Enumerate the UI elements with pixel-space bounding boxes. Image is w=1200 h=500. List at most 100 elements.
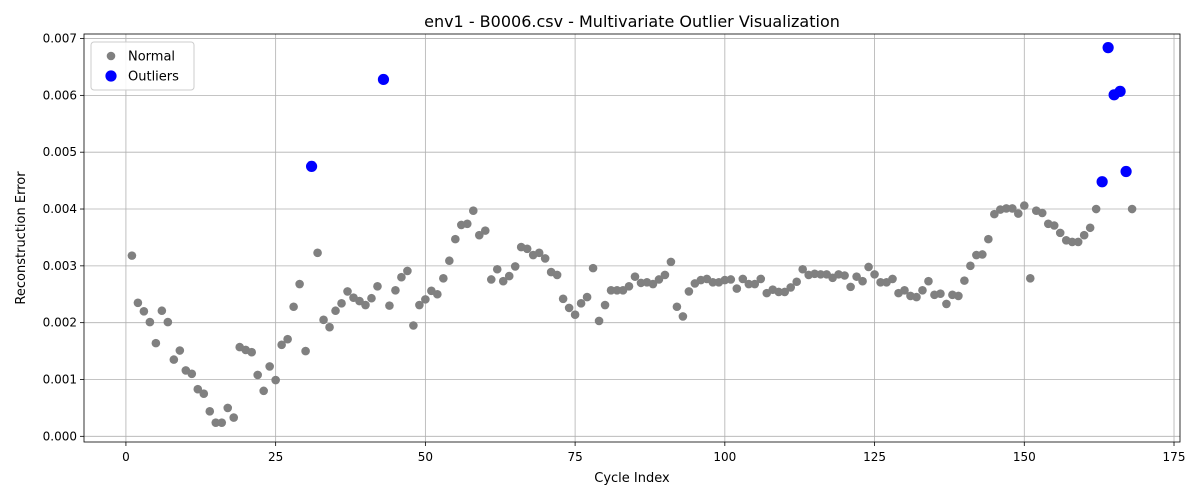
- normal-point: [385, 301, 394, 310]
- normal-point: [1091, 204, 1101, 214]
- normal-point: [570, 310, 580, 320]
- normal-point: [798, 264, 807, 274]
- y-tick-label: 0.004: [43, 202, 77, 216]
- normal-point: [193, 384, 203, 394]
- x-tick-label: 0: [122, 450, 130, 464]
- normal-point: [756, 274, 766, 284]
- legend: Normal Outliers: [90, 41, 195, 91]
- normal-point: [792, 277, 801, 287]
- legend-label: Outliers: [128, 70, 179, 85]
- normal-point: [564, 303, 574, 313]
- normal-point: [984, 234, 993, 244]
- x-tick-label: 25: [268, 450, 283, 464]
- normal-point: [846, 282, 855, 292]
- normal-point: [157, 306, 167, 316]
- normal-point: [367, 293, 376, 303]
- normal-point: [648, 279, 658, 289]
- normal-point: [876, 278, 885, 287]
- normal-point: [864, 262, 873, 272]
- normal-point: [954, 291, 963, 301]
- normal-point: [726, 275, 736, 284]
- normal-point: [127, 251, 137, 260]
- normal-point: [468, 206, 478, 216]
- normal-point: [1025, 274, 1035, 283]
- normal-point: [337, 299, 346, 308]
- x-tick-label: 150: [1013, 450, 1036, 464]
- outlier-point: [377, 73, 390, 86]
- normal-point: [582, 292, 592, 302]
- normal-point: [504, 271, 514, 281]
- normal-point: [139, 307, 149, 316]
- normal-point: [1127, 204, 1137, 214]
- normal-point: [672, 302, 682, 312]
- normal-point: [708, 278, 718, 287]
- outlier-point: [1114, 85, 1126, 97]
- x-tick-label: 75: [567, 450, 582, 464]
- normal-point: [888, 274, 897, 284]
- normal-point: [1073, 237, 1083, 247]
- normal-point: [187, 369, 197, 379]
- normal-point: [361, 300, 370, 310]
- legend-box: [90, 41, 195, 91]
- normal-point: [660, 270, 670, 280]
- normal-point: [474, 230, 484, 240]
- normal-point: [313, 248, 322, 258]
- normal-point: [169, 355, 179, 364]
- y-tick-label: 0.000: [43, 429, 77, 443]
- outlier-point: [1120, 165, 1132, 178]
- outlier-point: [305, 160, 318, 173]
- normal-point: [774, 287, 784, 297]
- normal-point: [540, 254, 550, 263]
- x-tick-label: 100: [713, 450, 736, 464]
- normal-point: [816, 270, 825, 279]
- chart-title: env1 - B0006.csv - Multivariate Outlier …: [424, 12, 840, 31]
- normal-point: [247, 347, 256, 357]
- normal-point: [415, 300, 424, 310]
- normal-point: [277, 340, 286, 350]
- normal-point: [534, 248, 544, 258]
- normal-point: [1019, 201, 1029, 210]
- normal-point: [498, 276, 508, 286]
- y-axis-label: Reconstruction Error: [14, 171, 29, 305]
- normal-point: [588, 263, 598, 273]
- legend-marker: [106, 51, 116, 61]
- normal-point: [600, 300, 610, 310]
- normal-point: [870, 270, 879, 279]
- normal-point: [1002, 204, 1011, 213]
- normal-point: [463, 219, 472, 229]
- normal-point: [433, 289, 442, 299]
- normal-point: [936, 289, 945, 298]
- normal-point: [295, 279, 304, 289]
- normal-point: [630, 272, 640, 281]
- normal-point: [151, 338, 161, 348]
- normal-point: [451, 234, 460, 244]
- normal-point: [289, 302, 298, 312]
- normal-point: [133, 298, 143, 308]
- outlier-point: [1096, 176, 1108, 188]
- normal-point: [265, 362, 274, 371]
- y-tick-label: 0.001: [43, 372, 77, 386]
- y-tick-label: 0.006: [43, 88, 77, 102]
- normal-point: [780, 287, 790, 297]
- normal-point: [978, 250, 987, 259]
- normal-point: [924, 276, 933, 286]
- x-tick-label: 50: [418, 450, 433, 464]
- normal-point: [510, 262, 520, 271]
- normal-point: [654, 275, 664, 284]
- normal-point: [594, 316, 604, 326]
- normal-point: [439, 274, 448, 283]
- normal-point: [522, 244, 532, 254]
- x-tick-label: 175: [1163, 450, 1186, 464]
- normal-point: [205, 407, 215, 416]
- axis-ticks: 0 25 50 75 100 125 150 175 0.000 0.001 0.002 0.003 0…: [43, 32, 1186, 464]
- normal-point: [331, 306, 340, 316]
- normal-point: [612, 285, 622, 295]
- normal-point: [271, 375, 280, 385]
- x-axis-label: Cycle Index: [594, 471, 670, 486]
- normal-point: [1013, 209, 1023, 218]
- normal-point: [283, 334, 292, 344]
- normal-point: [918, 285, 927, 295]
- normal-point: [966, 261, 975, 271]
- normal-point: [576, 299, 586, 308]
